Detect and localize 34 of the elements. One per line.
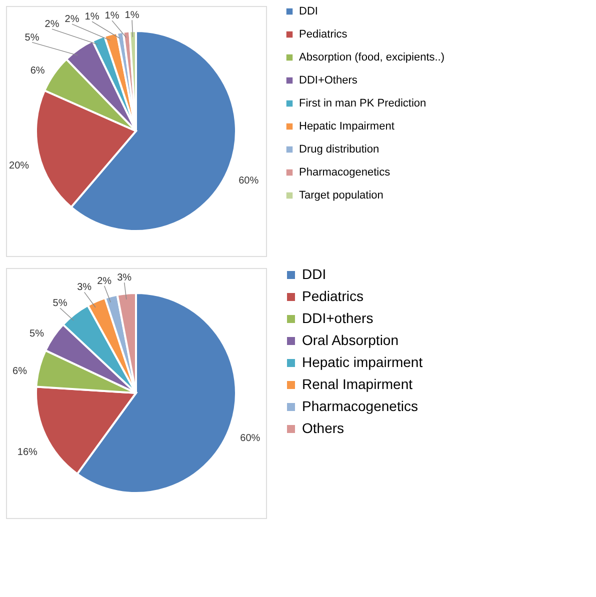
legend-label: Drug distribution (299, 144, 380, 156)
data-label: 6% (30, 65, 45, 76)
legend-label: DDI+others (302, 310, 374, 326)
legend-label: Target population (299, 190, 384, 202)
data-label: 60% (238, 175, 259, 186)
data-label: 16% (17, 447, 38, 458)
legend-label: DDI (299, 6, 318, 18)
data-label: 5% (24, 32, 40, 44)
legend-label: Renal Imapirment (302, 376, 413, 392)
legend-label: Others (302, 420, 344, 436)
data-label: 5% (30, 328, 44, 340)
legend-label: DDI (302, 266, 326, 282)
data-label: 3% (77, 282, 92, 294)
legend-label: Pharmacogenetics (299, 166, 391, 178)
data-label: 2% (64, 14, 80, 26)
data-label: 3% (117, 272, 132, 284)
legend-label: First in man PK Prediction (299, 98, 426, 110)
data-label: 60% (240, 433, 260, 444)
legend-label: Absorption (food, excipients..) (299, 52, 445, 64)
data-label: 20% (9, 160, 30, 172)
data-label: 1% (124, 10, 140, 22)
data-label: 1% (104, 10, 120, 22)
legend-label: Hepatic Impairment (299, 120, 394, 132)
data-label: 6% (12, 366, 28, 378)
data-label: 2% (97, 276, 112, 287)
legend-label: Pediatrics (302, 288, 364, 304)
legend-label: Oral Absorption (302, 332, 398, 348)
data-label: 1% (84, 12, 100, 23)
legend-label: DDI+Others (299, 74, 358, 86)
data-label: 2% (44, 19, 60, 30)
legend-label: Hepatic impairment (302, 354, 423, 370)
legend-label: Pediatrics (299, 28, 348, 40)
data-label: 5% (52, 298, 68, 310)
legend-label: Pharmacogenetics (302, 398, 418, 414)
